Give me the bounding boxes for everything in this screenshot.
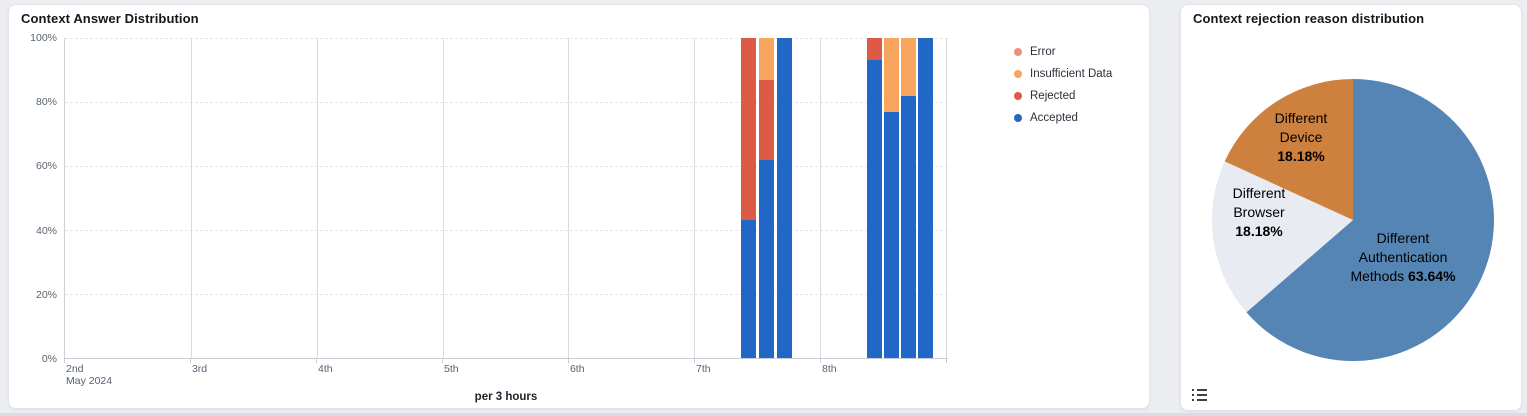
x-axis-tick-mark	[694, 359, 696, 363]
y-axis-tick-label: 80%	[35, 96, 57, 109]
x-axis-tick-mark	[819, 359, 821, 363]
x-axis-tick-mark	[64, 359, 65, 363]
horizontal-gridline	[65, 102, 948, 103]
bar-segment-insufficient-data	[759, 38, 775, 80]
y-axis-tick-label: 0%	[41, 353, 57, 365]
stacked-bar[interactable]	[884, 38, 900, 358]
bar-segment-insufficient-data	[901, 38, 917, 96]
x-axis-tick-label: 4th	[318, 363, 333, 375]
answer-distribution-title: Context Answer Distribution	[21, 11, 199, 26]
legend-item-insufficient-data[interactable]: Insufficient Data	[1014, 63, 1112, 85]
legend-item-label: Accepted	[1030, 112, 1078, 124]
legend-list-icon[interactable]	[1192, 389, 1208, 403]
horizontal-gridline	[65, 38, 948, 39]
legend-dot-icon	[1014, 92, 1022, 100]
legend-item-accepted[interactable]: Accepted	[1014, 107, 1112, 129]
x-axis-tick-mark	[189, 359, 191, 363]
context-rejection-reason-card: Context rejection reason distribution Di…	[1180, 4, 1522, 411]
bar-segment-accepted	[777, 38, 793, 358]
x-axis-tick-label: 5th	[443, 363, 459, 375]
x-axis-tick-mark	[316, 359, 318, 363]
vertical-gridline	[442, 38, 444, 358]
y-axis: 100% 80% 60% 40% 20% 0%	[9, 32, 57, 365]
page-bottom-strip	[0, 413, 1527, 416]
legend-item-label: Rejected	[1030, 90, 1076, 102]
stacked-bar[interactable]	[759, 38, 775, 358]
rejection-reason-title: Context rejection reason distribution	[1193, 11, 1425, 26]
bar-segment-accepted	[918, 38, 934, 358]
x-axis-tick-mark	[567, 359, 569, 363]
bar-segment-accepted	[884, 111, 900, 358]
x-axis-tick-label: 2nd May 2024	[66, 363, 113, 387]
vertical-gridline	[694, 38, 696, 358]
vertical-gridline	[568, 38, 570, 358]
stacked-bar[interactable]	[741, 38, 757, 358]
stacked-bar[interactable]	[918, 38, 934, 358]
legend-item-error[interactable]: Error	[1014, 41, 1112, 63]
x-axis-tick-mark	[441, 359, 443, 363]
horizontal-gridline	[65, 230, 948, 231]
x-axis-tick-label: 8th	[821, 363, 837, 375]
bar-segment-rejected	[741, 38, 757, 221]
bar-segment-rejected	[759, 79, 775, 160]
pie-slice-different-device[interactable]	[1224, 78, 1353, 220]
horizontal-gridline	[65, 294, 948, 295]
bar-segment-accepted	[759, 159, 775, 358]
list-icon-row	[1192, 394, 1208, 396]
legend-item-rejected[interactable]: Rejected	[1014, 85, 1112, 107]
legend-item-label: Error	[1030, 46, 1056, 58]
x-axis: 2nd May 2024 3rd 4th 5th 6th 7th 8th	[64, 359, 948, 393]
vertical-gridline	[945, 38, 947, 358]
legend-dot-icon	[1014, 70, 1022, 78]
bar-segment-rejected	[867, 38, 883, 61]
x-axis-tick-mark	[945, 359, 947, 363]
pie-slice-different-browser[interactable]	[1211, 161, 1353, 313]
stacked-bar[interactable]	[777, 38, 793, 358]
vertical-gridline	[190, 38, 192, 358]
list-icon-row	[1192, 389, 1208, 391]
y-axis-tick-label: 100%	[30, 32, 57, 44]
bar-segment-insufficient-data	[884, 38, 900, 112]
chart-legend: Error Insufficient Data Rejected Accepted	[1014, 41, 1112, 129]
y-axis-tick-label: 60%	[35, 160, 57, 173]
bar-segment-accepted	[741, 220, 757, 358]
legend-dot-icon	[1014, 48, 1022, 56]
bar-segment-accepted	[901, 95, 917, 358]
vertical-gridline	[820, 38, 822, 358]
rejection-reason-pie-chart	[1211, 78, 1494, 361]
context-answer-distribution-card: Context Answer Distribution 100% 80% 60% 40…	[8, 4, 1150, 409]
horizontal-gridline	[65, 166, 948, 167]
list-icon-row	[1192, 399, 1208, 401]
x-axis-unit-label: per 3 hours	[474, 391, 538, 403]
stacked-bar-plot	[64, 38, 948, 359]
stacked-bar[interactable]	[901, 38, 917, 358]
y-axis-tick-label: 20%	[35, 288, 57, 301]
legend-dot-icon	[1014, 114, 1022, 122]
x-axis-tick-label: 3rd	[191, 363, 208, 375]
vertical-gridline	[316, 38, 318, 358]
legend-item-label: Insufficient Data	[1030, 68, 1113, 80]
bar-segment-accepted	[867, 60, 883, 358]
stacked-bar[interactable]	[867, 38, 883, 358]
y-axis-tick-label: 40%	[35, 224, 57, 237]
x-axis-tick-label: 6th	[569, 363, 585, 375]
x-axis-tick-label: 7th	[696, 363, 711, 375]
pie-slice-different-authentication-methods[interactable]	[1246, 79, 1494, 361]
